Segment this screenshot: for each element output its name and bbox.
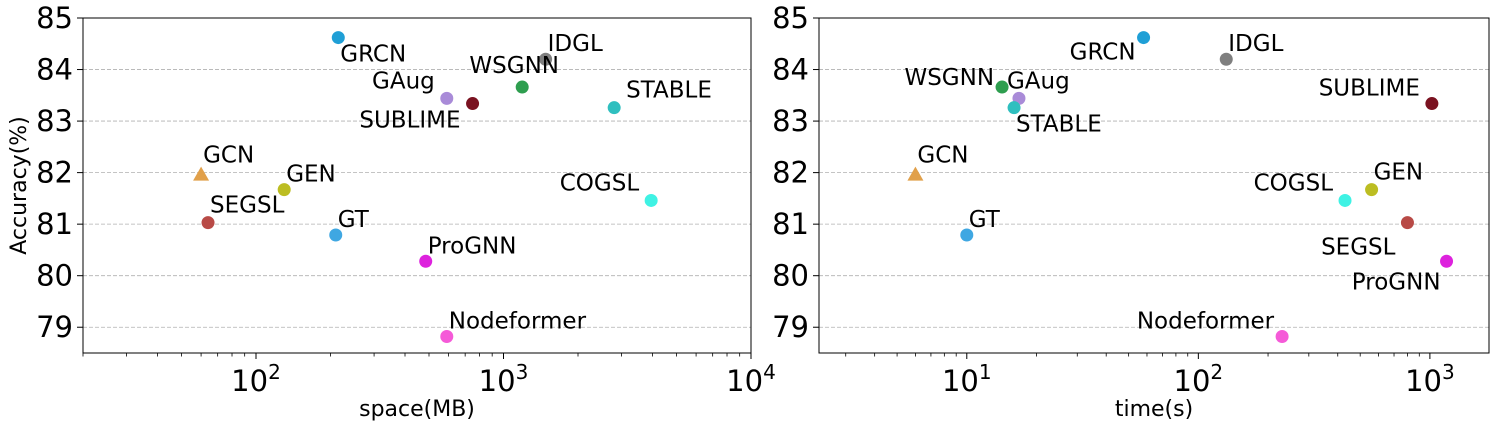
point-label-stable: STABLE: [626, 78, 712, 104]
point-label-gen: GEN: [1374, 160, 1424, 186]
point-nodeformer: [440, 330, 454, 344]
space-accuracy-chart: 79 80 81 82 83 84 85 102 103 104 space(MB) Accuracy…: [7, 1, 776, 422]
point-cogsl: [1338, 193, 1352, 207]
point-label-nodeformer: Nodeformer: [1137, 309, 1275, 335]
x-tick-label: 102: [231, 360, 281, 398]
point-label-sublime: SUBLIME: [1319, 76, 1420, 102]
y-tick-label: 79: [772, 310, 809, 344]
x-tick-label: 102: [1174, 360, 1224, 398]
time-accuracy-chart: 79 80 81 82 83 84 85 101 102 103 time(s) GRCN IDGL WS…: [772, 1, 1490, 422]
point-prognn: [1440, 254, 1454, 268]
point-label-gaug: GAug: [1007, 68, 1070, 94]
plot-frame: [818, 17, 1490, 354]
point-idgl: [539, 52, 553, 66]
point-gaug: [440, 91, 454, 105]
point-label-grcn: GRCN: [1070, 40, 1136, 66]
point-sublime: [466, 97, 480, 111]
x-axis-title: space(MB): [359, 397, 475, 422]
plot-frame: [82, 17, 752, 354]
point-nodeformer: [1275, 330, 1289, 344]
point-label-segsl: SEGSL: [1321, 235, 1396, 261]
y-tick-label: 84: [772, 53, 809, 87]
point-label-gcn: GCN: [203, 143, 254, 169]
y-tick-label: 80: [36, 259, 73, 293]
point-gen: [277, 183, 291, 197]
x-tick-label: 103: [479, 360, 529, 398]
point-label-wsgnn: WSGNN: [904, 65, 994, 91]
point-label-gcn: GCN: [917, 143, 968, 169]
x-tick-label: 104: [726, 360, 776, 398]
point-gen: [1365, 183, 1379, 197]
y-tick-label: 84: [36, 53, 73, 87]
y-tick-label: 85: [36, 1, 73, 35]
y-axis-title: Accuracy(%): [7, 116, 32, 255]
y-tick-label: 81: [36, 207, 73, 241]
point-wsgnn: [995, 80, 1009, 94]
point-label-prognn: ProGNN: [428, 233, 517, 259]
point-label-gaug: GAug: [372, 68, 435, 94]
x-tick-label: 101: [942, 360, 992, 398]
point-label-gt: GT: [338, 207, 370, 233]
point-sublime: [1425, 97, 1439, 111]
point-gt: [960, 228, 974, 242]
point-stable: [1007, 101, 1021, 115]
y-tick-label: 79: [36, 310, 73, 344]
point-label-gen: GEN: [286, 162, 336, 188]
y-tick-label: 85: [772, 1, 809, 35]
point-gcn: [907, 166, 924, 181]
point-label-grcn: GRCN: [340, 42, 406, 68]
point-label-idgl: IDGL: [1228, 31, 1283, 57]
y-tick-label: 83: [36, 104, 73, 138]
point-gcn: [193, 166, 210, 181]
point-cogsl: [644, 193, 658, 207]
point-grcn: [1137, 31, 1151, 45]
point-grcn: [331, 31, 345, 45]
point-label-gt: GT: [969, 207, 1001, 233]
point-segsl: [1400, 216, 1414, 230]
point-label-wsgnn: WSGNN: [469, 53, 559, 79]
point-segsl: [201, 216, 215, 230]
point-label-sublime: SUBLIME: [359, 108, 460, 134]
y-tick-label: 82: [772, 156, 809, 190]
point-wsgnn: [515, 80, 529, 94]
point-label-prognn: ProGNN: [1352, 269, 1441, 295]
y-tick-label: 80: [772, 259, 809, 293]
y-tick-label: 82: [36, 156, 73, 190]
point-label-segsl: SEGSL: [210, 193, 285, 219]
y-tick-label: 81: [772, 207, 809, 241]
point-label-cogsl: COGSL: [560, 170, 640, 196]
point-stable: [607, 101, 621, 115]
point-label-idgl: IDGL: [548, 31, 603, 57]
y-tick-label: 83: [772, 104, 809, 138]
point-label-cogsl: COGSL: [1254, 170, 1334, 196]
point-idgl: [1219, 52, 1233, 66]
point-label-stable: STABLE: [1016, 112, 1102, 138]
point-prognn: [419, 254, 433, 268]
x-axis-title: time(s): [1115, 397, 1193, 422]
point-gt: [329, 228, 343, 242]
x-tick-label: 103: [1405, 360, 1455, 398]
point-label-nodeformer: Nodeformer: [449, 309, 587, 335]
